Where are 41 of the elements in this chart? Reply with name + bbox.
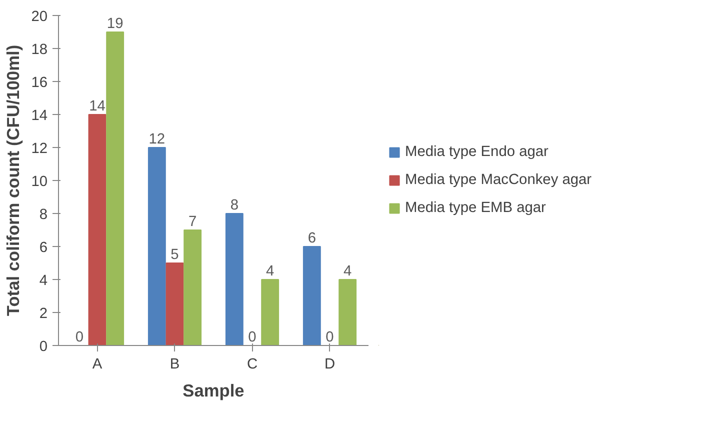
- y-tick-label: 14: [31, 108, 48, 124]
- bar: [88, 114, 106, 346]
- bar: [166, 262, 184, 346]
- bar: [338, 279, 357, 346]
- data-label: 4: [344, 264, 352, 280]
- data-label: 6: [308, 230, 316, 246]
- y-tick-label: 0: [39, 339, 48, 355]
- y-tick-label: 10: [31, 174, 48, 190]
- data-label: 8: [230, 198, 239, 214]
- x-axis-title: Sample: [182, 380, 245, 400]
- bar: [225, 213, 244, 346]
- y-tick-label: 4: [39, 273, 48, 289]
- legend-label: Media type MacConkey agar: [405, 172, 592, 188]
- y-axis-title: Total coliform count (CFU/100ml): [3, 44, 24, 316]
- data-label: 5: [170, 247, 179, 263]
- bar: [106, 32, 124, 346]
- x-tick-label: C: [246, 356, 258, 372]
- y-tick-label: 12: [31, 141, 48, 157]
- data-label: 0: [248, 330, 256, 346]
- data-label: 7: [188, 214, 197, 230]
- bar: [184, 230, 202, 346]
- legend-label: Media type EMB agar: [405, 200, 546, 216]
- data-label: 0: [75, 330, 84, 346]
- y-tick-label: 2: [39, 306, 48, 322]
- y-tick-label: 20: [31, 9, 48, 25]
- x-tick-label: D: [324, 356, 336, 372]
- bar: [261, 279, 280, 346]
- data-label: 19: [106, 16, 124, 32]
- bar: [302, 246, 321, 346]
- data-label: 0: [326, 330, 334, 346]
- bar: [148, 147, 166, 346]
- data-label: 4: [266, 264, 274, 280]
- legend-label: Media type Endo agar: [405, 144, 548, 160]
- y-tick-label: 6: [39, 240, 48, 256]
- x-tick-label: B: [170, 356, 180, 372]
- y-tick-label: 16: [31, 75, 48, 91]
- data-label: 12: [148, 132, 166, 148]
- y-tick-label: 8: [39, 207, 48, 223]
- x-tick-label: A: [92, 356, 102, 372]
- data-label: 14: [89, 98, 106, 114]
- y-tick-label: 18: [31, 42, 48, 58]
